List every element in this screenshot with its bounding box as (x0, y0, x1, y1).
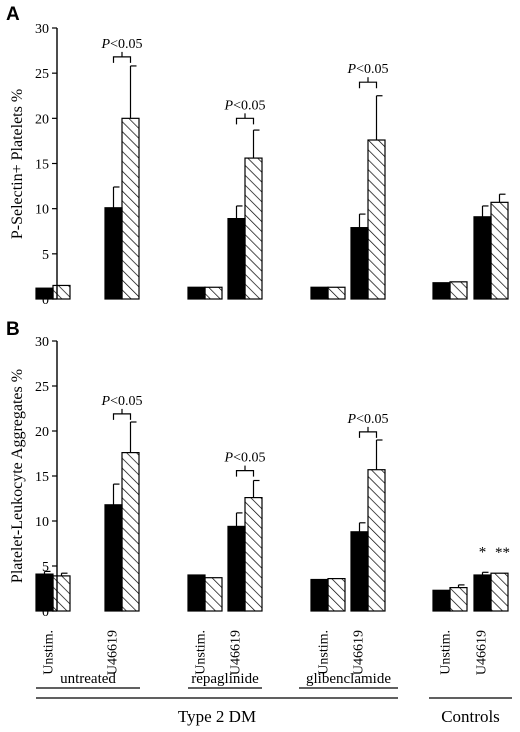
bar-unfilled-series (187, 574, 206, 612)
bar-hatched-series (327, 577, 346, 612)
bar-unfilled-series (187, 286, 206, 300)
bar-unfilled-series (310, 578, 329, 612)
y-tick-label: 30 (35, 335, 49, 350)
significance-label: P<0.05 (224, 451, 266, 466)
x-stim-label: Unstim. (316, 630, 331, 675)
bar-hatched-series (244, 157, 263, 300)
significance-star: * (479, 544, 487, 560)
significance-label: P<0.05 (347, 412, 389, 427)
significance-bracket (112, 413, 132, 420)
bar-unfilled-series (473, 216, 492, 300)
treatment-label: glibenclamide (306, 671, 391, 687)
significance-star: ** (495, 545, 510, 561)
significance-label: P<0.05 (224, 98, 266, 113)
y-tick-label: 25 (35, 380, 49, 395)
x-stim-label: U46619 (105, 630, 120, 675)
y-tick-label: 0 (42, 605, 49, 620)
group-label: Controls (441, 707, 500, 726)
x-stim-label: Unstim. (438, 630, 453, 675)
x-stim-label: Unstim. (193, 630, 208, 675)
group-label: Type 2 DM (178, 707, 256, 726)
y-tick-label: 10 (35, 203, 49, 218)
bar-hatched-series (327, 286, 346, 300)
bar-hatched-series (52, 284, 71, 300)
bar-hatched-series (449, 586, 468, 612)
y-axis-title: Platelet-Leukocyte Aggregates % (9, 369, 26, 583)
significance-bracket (235, 470, 255, 477)
bar-hatched-series (204, 577, 223, 612)
x-stim-label: U46619 (474, 630, 489, 675)
bar-unfilled-series (310, 286, 329, 300)
bar-hatched-series (244, 497, 263, 612)
bar-unfilled-series (35, 287, 54, 300)
bar-unfilled-series (350, 531, 369, 612)
bar-hatched-series (490, 572, 509, 612)
y-axis-title: P-Selectin+ Platelets % (9, 89, 26, 239)
y-tick-label: 20 (35, 425, 49, 440)
bar-unfilled-series (227, 218, 246, 300)
y-tick-label: 25 (35, 67, 49, 82)
treatment-label: untreated (60, 671, 116, 687)
significance-bracket (358, 431, 378, 438)
y-tick-label: 20 (35, 112, 49, 127)
significance-bracket (358, 81, 378, 89)
bar-hatched-series (121, 452, 140, 612)
bar-unfilled-series (432, 589, 451, 612)
panel-b: B 0 5 10 15 20 25 30 Platelet-Leukocyte Aggregat… (6, 319, 510, 620)
panel-label: A (6, 4, 20, 25)
bar-unfilled-series (432, 282, 451, 300)
y-tick-label: 5 (42, 248, 49, 263)
x-stim-label: Unstim. (41, 630, 56, 675)
y-tick-label: 15 (35, 470, 49, 485)
significance-label: P<0.05 (101, 394, 143, 409)
treatment-label: repaglinide (191, 671, 259, 687)
bar-unfilled-series (35, 573, 54, 612)
significance-label: P<0.05 (347, 62, 389, 77)
bar-hatched-series (490, 201, 509, 300)
bar-hatched-series (367, 139, 386, 300)
bar-unfilled-series (227, 525, 246, 612)
significance-bracket (112, 56, 132, 63)
significance-label: P<0.05 (101, 37, 143, 52)
x-stim-label: U46619 (228, 630, 243, 675)
panel-label: B (6, 319, 20, 340)
y-tick-label: 0 (42, 293, 49, 308)
significance-bracket (235, 117, 255, 125)
bar-hatched-series (204, 286, 223, 300)
bar-hatched-series (121, 117, 140, 300)
bar-hatched-series (449, 281, 468, 300)
y-tick-label: 30 (35, 22, 49, 37)
bar-unfilled-series (104, 207, 123, 300)
y-tick-label: 15 (35, 158, 49, 173)
bar-unfilled-series (104, 504, 123, 612)
bar-hatched-series (52, 575, 71, 612)
bar-hatched-series (367, 469, 386, 612)
x-stim-label: U46619 (351, 630, 366, 675)
bar-unfilled-series (473, 574, 492, 612)
y-tick-label: 10 (35, 515, 49, 530)
bar-unfilled-series (350, 227, 369, 300)
panel-a: A 0 5 10 15 20 25 30 P-Selectin+ Platelets % P<0.… (6, 4, 509, 308)
y-tick-label: 5 (42, 560, 49, 575)
x-axis-groups: Unstim. U46619 Unstim. U46619 Unstim. U46619 U… (36, 630, 512, 726)
